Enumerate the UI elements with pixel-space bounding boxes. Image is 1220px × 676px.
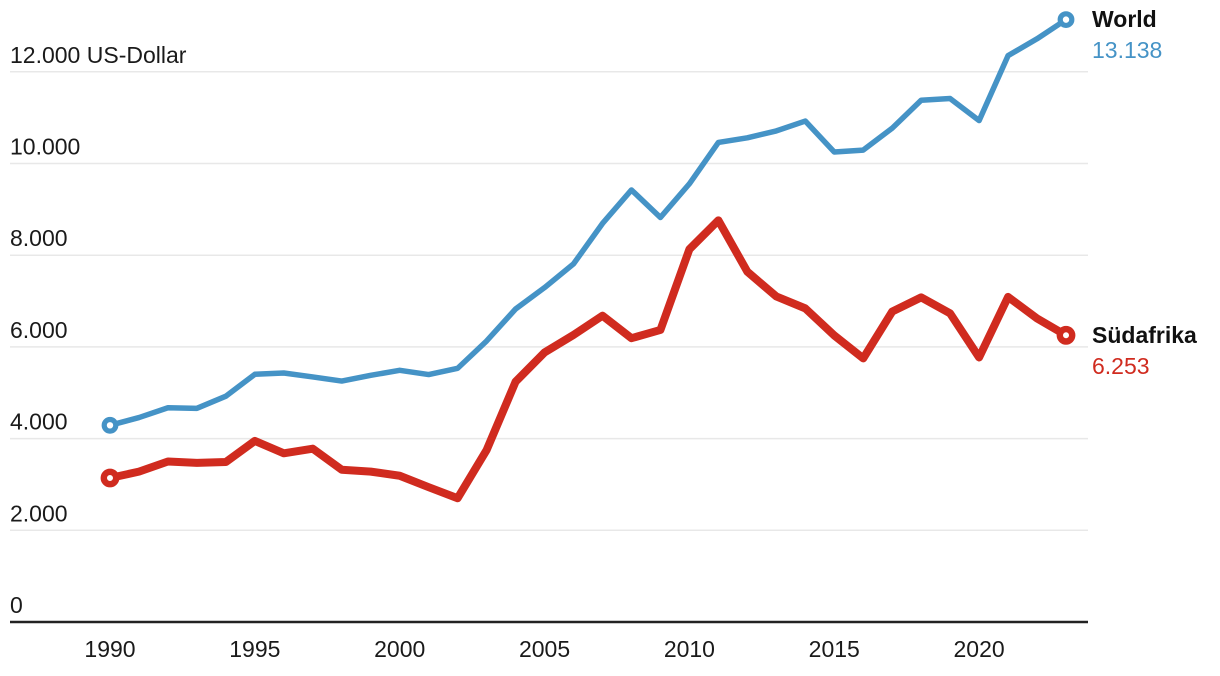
x-tick-label: 2000 xyxy=(374,636,425,662)
x-tick-label: 1990 xyxy=(84,636,135,662)
x-tick-label: 2020 xyxy=(954,636,1005,662)
series-label-suedafrika: Südafrika 6.253 xyxy=(1092,320,1197,382)
series-value-world: 13.138 xyxy=(1092,37,1163,64)
y-tick-label: 10.000 xyxy=(10,134,80,160)
y-tick-label: 12.000 US-Dollar xyxy=(10,42,187,68)
y-tick-label: 6.000 xyxy=(10,317,68,343)
series-start-marker-world xyxy=(101,416,119,434)
series-line-world xyxy=(107,16,1069,429)
series-line-sudafrika xyxy=(106,216,1071,503)
series-name-world: World xyxy=(1092,6,1157,33)
y-tick-label: 4.000 xyxy=(10,409,68,435)
series-value-suedafrika: 6.253 xyxy=(1092,352,1150,379)
y-tick-label: 8.000 xyxy=(10,225,68,251)
series-label-world: World 13.138 xyxy=(1092,4,1162,66)
series-end-marker-sudafrika xyxy=(1056,325,1076,345)
series-end-marker-world xyxy=(1057,11,1075,29)
y-tick-label: 0 xyxy=(10,592,23,618)
y-tick-label: 2.000 xyxy=(10,500,68,526)
series-name-suedafrika: Südafrika xyxy=(1092,321,1197,348)
x-tick-label: 1995 xyxy=(229,636,280,662)
x-tick-label: 2010 xyxy=(664,636,715,662)
series-start-marker-sudafrika xyxy=(100,468,120,488)
x-tick-label: 2015 xyxy=(809,636,860,662)
x-tick-label: 2005 xyxy=(519,636,570,662)
